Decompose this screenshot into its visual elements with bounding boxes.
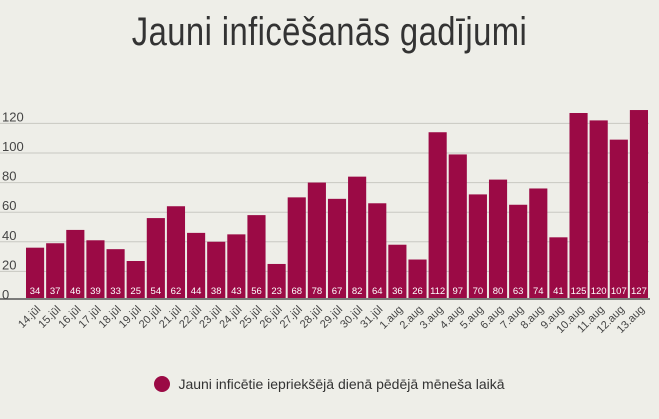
data-label: 36 [392, 286, 403, 297]
data-label: 26 [412, 286, 423, 297]
data-label: 44 [191, 286, 202, 297]
bar [408, 259, 427, 298]
bar [46, 243, 65, 298]
y-tick-label: 0 [2, 287, 9, 302]
data-label: 62 [171, 286, 182, 297]
x-tick-label: 23.jūl [197, 304, 224, 331]
bar [488, 179, 508, 298]
x-tick-label: 25.jūl [238, 304, 265, 331]
data-label: 74 [533, 286, 544, 297]
data-label: 56 [251, 286, 262, 297]
x-tick-label: 19.jūl [117, 304, 144, 331]
y-tick-label: 100 [2, 139, 24, 154]
data-label: 97 [452, 286, 463, 297]
y-tick-label: 60 [2, 198, 16, 213]
x-tick-label: 18.jūl [97, 304, 124, 331]
bar [327, 198, 347, 298]
data-label: 46 [70, 286, 81, 297]
bar [368, 203, 387, 298]
data-label: 67 [332, 286, 343, 297]
legend-marker [154, 376, 171, 392]
bar [589, 120, 608, 299]
data-label: 70 [473, 286, 484, 297]
bar [388, 244, 407, 298]
bar [529, 188, 548, 298]
bar [287, 197, 306, 298]
legend-label: Jauni inficētie iepriekšējā dienā pēdējā… [178, 376, 505, 392]
bar [86, 240, 105, 298]
x-tick-label: 15.jūl [36, 304, 63, 331]
x-tick-label: 21.jūl [157, 304, 184, 331]
x-tick-label: 26.jūl [258, 304, 285, 331]
data-label: 38 [211, 286, 222, 297]
data-label: 33 [110, 286, 121, 297]
bar [307, 182, 326, 298]
data-label: 63 [513, 286, 524, 297]
bar [629, 110, 648, 298]
data-label: 82 [352, 286, 363, 297]
x-tick-label: 17.jūl [76, 304, 103, 331]
bar [428, 132, 447, 298]
data-label: 68 [291, 286, 302, 297]
bar [187, 232, 206, 298]
x-tick-label: 29.jūl [318, 304, 345, 331]
y-tick-label: 120 [2, 109, 24, 124]
data-label: 107 [611, 286, 627, 297]
data-label: 80 [493, 286, 504, 297]
x-tick-label: 16.jūl [56, 304, 83, 331]
data-label: 112 [430, 286, 445, 297]
data-label: 34 [30, 286, 41, 297]
y-tick-label: 40 [2, 228, 16, 243]
bar [448, 154, 467, 298]
x-tick-label: 27.jūl [278, 304, 305, 331]
bar [66, 229, 85, 298]
data-label: 120 [591, 286, 607, 297]
data-label: 37 [50, 286, 61, 297]
bar [509, 204, 528, 298]
bar [267, 263, 286, 298]
bar [146, 218, 165, 298]
data-label: 43 [231, 286, 242, 297]
bar [207, 241, 226, 298]
x-tick-label: 20.jūl [137, 304, 164, 331]
data-label: 127 [631, 286, 647, 297]
bar [26, 247, 45, 298]
bar [468, 194, 487, 298]
bar [549, 237, 568, 298]
data-label: 39 [90, 286, 101, 297]
data-label: 25 [130, 286, 141, 297]
bar [569, 113, 588, 298]
x-tick-label: 30.jūl [338, 304, 365, 331]
y-tick-label: 80 [2, 169, 16, 184]
data-label: 64 [372, 286, 383, 297]
y-tick-label: 20 [2, 257, 16, 272]
legend: Jauni inficētie iepriekšējā dienā pēdējā… [0, 376, 659, 392]
bar [227, 234, 246, 298]
data-label: 125 [571, 286, 587, 297]
bar [247, 215, 266, 298]
x-tick-label: 28.jūl [298, 304, 325, 331]
x-tick-label: 22.jūl [177, 304, 204, 331]
bar [106, 249, 125, 298]
bar [609, 139, 628, 298]
bar [166, 206, 186, 298]
bar [126, 261, 145, 298]
data-label: 54 [151, 286, 162, 297]
bar [348, 176, 367, 298]
data-label: 78 [312, 286, 323, 297]
chart-title: Jauni inficēšanās gadījumi [131, 10, 528, 54]
x-tick-label: 24.jūl [217, 304, 244, 331]
data-label: 41 [553, 286, 564, 297]
x-tick-label: 14.jūl [16, 304, 43, 331]
data-label: 23 [271, 286, 282, 297]
